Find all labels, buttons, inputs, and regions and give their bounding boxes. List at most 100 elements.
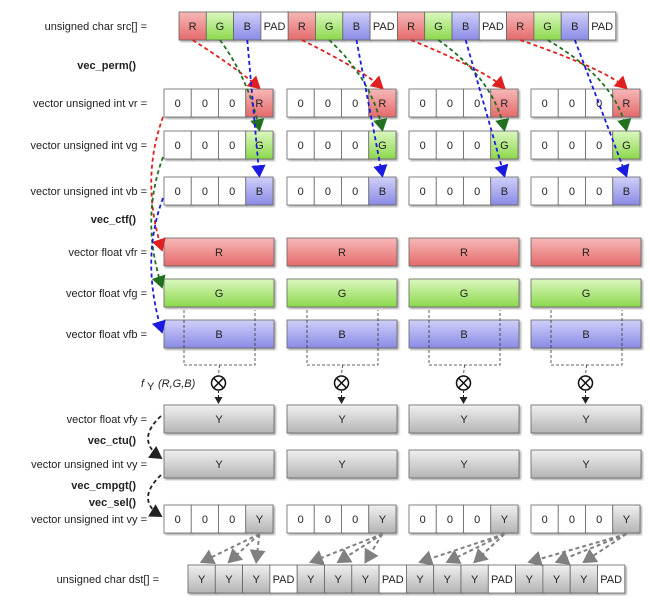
vg-cell-text: 0 [352,140,358,152]
vy2-cell-text: 0 [447,514,453,526]
vy2-cell-box [368,504,397,534]
row-label-vb: vector unsigned int vb = [31,186,148,198]
dst-label: unsigned char dst[] = [57,574,159,586]
vfb-box: B [163,319,275,349]
vfg-box-box [163,278,275,308]
arrow-g [547,39,632,132]
vec-perm-label: vec_perm() [77,60,136,72]
vb-cell: B [612,176,641,206]
arrow-b [355,39,388,178]
src-cell-text: G [543,21,552,33]
vfy-box: Y [286,404,398,434]
dst-cell: PAD [269,564,298,594]
vfy-box: Y [530,404,642,434]
vfr-box-box [286,237,398,267]
vr-cell-text: 0 [202,98,208,110]
vy-box-text: Y [460,459,468,471]
vy2-cell-text: 0 [325,514,331,526]
vg-cell-box [313,130,342,160]
src-cell-text: G [434,21,443,33]
vfr-box-text: R [460,247,468,259]
vr-cell-text: 0 [569,98,575,110]
dst-cell-box [487,564,516,594]
dst-cell-box [214,564,244,594]
src-cell: PAD [588,11,617,41]
vr-cell-text: 0 [325,98,331,110]
vg-cell-box [585,130,614,160]
vr-cell: 0 [435,88,464,118]
vb-cell: B [490,176,519,206]
arrow-k [445,533,505,564]
vr-cell-text: 0 [352,98,358,110]
vy2-cell: Y [368,504,397,534]
vfr-box: R [286,237,398,267]
vy2-cell-box [218,504,247,534]
vg-cell-box [368,130,397,160]
vfb-box-text: B [582,329,589,341]
dst-cell-text: PAD [491,574,513,586]
dst-cell: Y [515,564,544,594]
vfb-box-box [286,319,398,349]
vg-cell-box [557,130,586,160]
dst-cell-box [460,564,489,594]
vfy-box-text: Y [338,414,346,426]
arrow-b [464,39,509,178]
vg-cell: G [612,130,641,160]
arrow-r [410,39,506,90]
vg-cell-box [286,130,315,160]
vr-cell-box [313,88,342,118]
vy2-cell: 0 [463,504,492,534]
vy2-cell-text: 0 [420,514,426,526]
dst-cell: Y [542,564,571,594]
vfy-box-box [286,404,398,434]
multiply-icon [333,375,350,391]
vfr-box-box [163,237,275,267]
dst-cell-box [351,564,380,594]
vec-ctf-label: vec_ctf() [91,214,137,226]
arrow-k [227,533,261,564]
src-cell-text: PAD [482,21,504,33]
src-cell-box [533,11,562,41]
dst-cell: Y [324,564,353,594]
vr-cell-box [530,88,559,118]
vb-cell-text: 0 [420,186,426,198]
vfr-box-text: R [582,247,590,259]
vy2-cell: 0 [341,504,370,534]
vy-box-box [408,449,520,479]
src-cell-text: PAD [591,21,613,33]
vy2-cell: Y [245,504,274,534]
vfb-box-text: B [460,329,467,341]
vfy-box-box [408,404,520,434]
arrow-k [249,533,266,564]
vb-cell: B [245,176,274,206]
dst-cell-text: Y [526,574,534,586]
vy2-cell-text: Y [623,514,631,526]
vr-cell: 0 [557,88,586,118]
vr-cell-text: R [500,98,508,110]
vb-cell-text: 0 [229,186,235,198]
arrow-k [582,533,627,564]
vy2-cell: 0 [557,504,586,534]
vb-cell-box [286,176,315,206]
vg-cell: 0 [408,130,437,160]
src-cell: R [287,11,316,41]
vfy-box-text: Y [582,414,590,426]
vg-cell: 0 [190,130,219,160]
vy2-cell: 0 [435,504,464,534]
src-cell-box [588,11,617,41]
dst-cell-text: Y [225,574,233,586]
vr-cell-box [585,88,614,118]
dst-cell-box [269,564,298,594]
vg-cell: 0 [341,130,370,160]
dst-cell-text: Y [307,574,315,586]
vy2-cell-text: 0 [542,514,548,526]
vfr-box: R [408,237,520,267]
vr-cell-box [286,88,315,118]
vy-box: Y [286,449,398,479]
vb-cell: 0 [218,176,247,206]
vfr-box: R [163,237,275,267]
src-cell-text: G [216,21,225,33]
vfy-box-box [530,404,642,434]
